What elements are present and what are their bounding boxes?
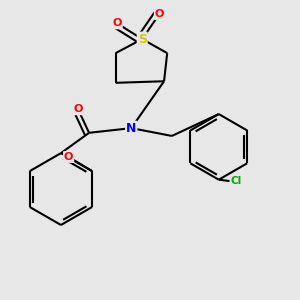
Text: O: O	[155, 9, 164, 19]
Text: S: S	[138, 33, 147, 46]
Text: N: N	[126, 122, 136, 135]
Text: Cl: Cl	[230, 176, 242, 186]
Text: O: O	[112, 18, 122, 28]
Text: O: O	[64, 152, 73, 162]
Text: O: O	[74, 104, 83, 114]
